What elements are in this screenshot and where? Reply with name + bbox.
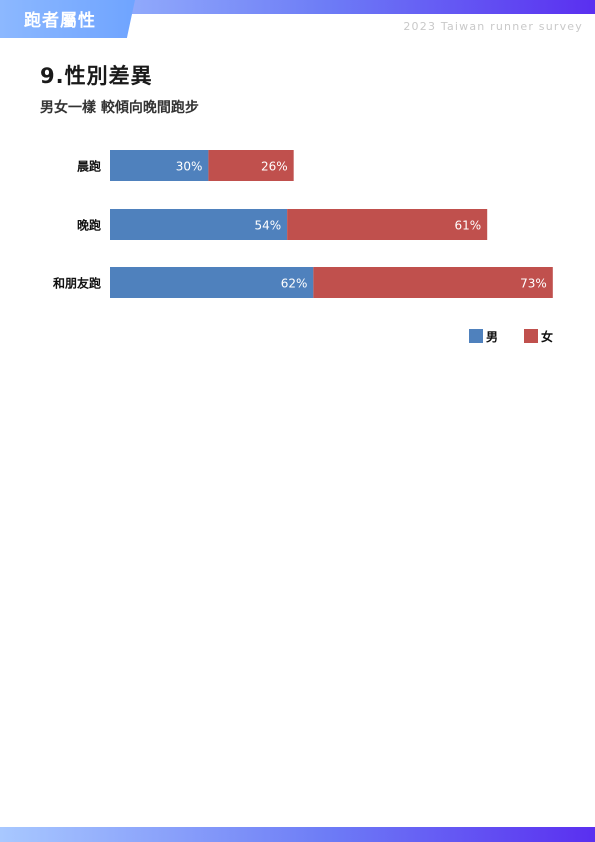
top-gradient-bar <box>0 0 595 14</box>
legend-swatch-male <box>469 329 483 343</box>
legend-label-female: 女 <box>541 329 553 344</box>
category-label: 和朋友跑 <box>52 276 101 291</box>
bar-male <box>110 209 288 240</box>
data-label: 26% <box>261 160 288 174</box>
bar-female <box>313 267 553 298</box>
data-label: 73% <box>520 277 547 291</box>
page-subtitle: 男女一樣 較傾向晚間跑步 <box>40 100 199 116</box>
legend-label-male: 男 <box>486 330 498 344</box>
bar-male <box>110 267 314 298</box>
data-label: 54% <box>254 219 281 233</box>
bar-female <box>287 209 488 240</box>
page-title: 9.性別差異 <box>40 64 153 88</box>
bottom-gradient-bar <box>0 827 595 842</box>
category-label: 晚跑 <box>77 218 101 233</box>
category-label: 晨跑 <box>77 159 101 174</box>
bar-female <box>208 150 294 181</box>
legend-swatch-female <box>524 329 538 343</box>
data-label: 61% <box>455 219 482 233</box>
data-label: 62% <box>281 277 308 291</box>
survey-label: 2023 Taiwan runner survey <box>403 20 583 33</box>
section-tab <box>0 0 135 38</box>
data-label: 30% <box>176 160 203 174</box>
bar-male <box>110 150 209 181</box>
section-label: 跑者屬性 <box>24 11 96 31</box>
chart-svg: 晨跑 30% 26% 晚跑 54% 61% 和朋友跑 62% 73% 男 女 <box>52 150 553 344</box>
gender-bar-chart: 晨跑 30% 26% 晚跑 54% 61% 和朋友跑 62% 73% 男 女 <box>0 130 595 360</box>
